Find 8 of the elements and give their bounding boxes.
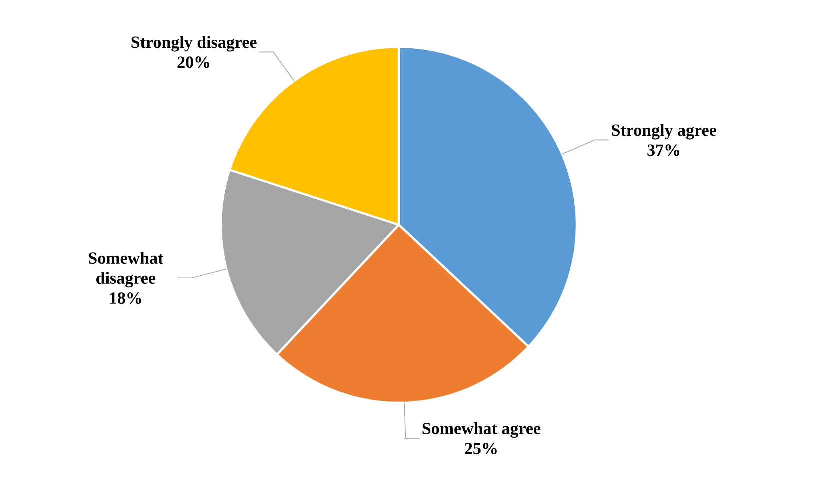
data-label: 20% (178, 56, 210, 68)
data-label: 18% (110, 292, 142, 304)
slice-label: Strongly disagree (132, 36, 257, 52)
data-label: 25% (465, 442, 497, 454)
slice-label: Strongly agree (612, 124, 716, 140)
slice-label: Somewhat disagree (89, 252, 164, 288)
slice-label: Somewhat agree (422, 422, 541, 438)
data-label: 37% (648, 144, 680, 156)
